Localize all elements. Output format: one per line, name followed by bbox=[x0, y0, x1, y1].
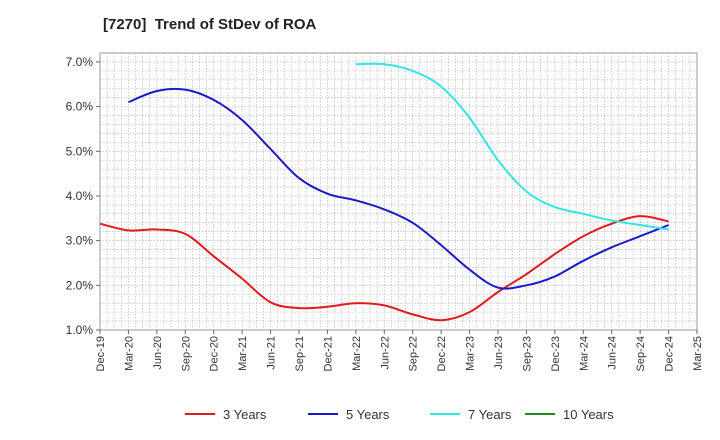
x-tick-label: Sep-23 bbox=[521, 336, 533, 371]
x-tick-label: Jun-22 bbox=[379, 336, 391, 370]
y-tick-label: 1.0% bbox=[66, 323, 94, 337]
legend-label: 7 Years bbox=[468, 407, 512, 422]
y-tick-label: 6.0% bbox=[66, 100, 94, 114]
x-tick-label: Mar-20 bbox=[123, 336, 135, 371]
x-tick-label: Sep-20 bbox=[180, 336, 192, 371]
x-tick-label: Mar-22 bbox=[351, 336, 363, 371]
x-tick-label: Mar-21 bbox=[237, 336, 249, 371]
x-tick-label: Dec-22 bbox=[436, 336, 448, 371]
x-tick-label: Dec-19 bbox=[95, 336, 107, 371]
legend-label: 3 Years bbox=[223, 407, 267, 422]
x-tick-label: Jun-24 bbox=[607, 336, 619, 370]
x-tick-label: Dec-23 bbox=[550, 336, 562, 371]
x-tick-label: Jun-23 bbox=[493, 336, 505, 370]
x-tick-label: Sep-22 bbox=[408, 336, 420, 371]
series-line-7-years bbox=[355, 62, 669, 231]
series-line-3-years bbox=[99, 215, 669, 322]
chart-title: [7270] Trend of StDev of ROA bbox=[103, 16, 317, 33]
series-line-5-years bbox=[128, 87, 669, 290]
y-tick-label: 7.0% bbox=[66, 55, 94, 69]
x-tick-label: Mar-24 bbox=[578, 336, 590, 371]
x-tick-label: Mar-25 bbox=[692, 336, 704, 371]
x-tick-label: Sep-24 bbox=[635, 336, 647, 371]
x-tick-label: Jun-21 bbox=[266, 336, 278, 370]
x-tick-label: Dec-24 bbox=[664, 336, 676, 371]
x-tick-label: Dec-21 bbox=[322, 336, 334, 371]
x-tick-label: Sep-21 bbox=[294, 336, 306, 371]
x-tick-label: Dec-20 bbox=[209, 336, 221, 371]
y-tick-label: 3.0% bbox=[66, 234, 94, 248]
y-tick-label: 5.0% bbox=[66, 144, 94, 158]
y-tick-label: 2.0% bbox=[66, 278, 94, 292]
y-tick-label: 4.0% bbox=[66, 189, 94, 203]
x-tick-label: Mar-23 bbox=[465, 336, 477, 371]
legend-label: 10 Years bbox=[563, 407, 614, 422]
legend-label: 5 Years bbox=[346, 407, 390, 422]
x-tick-label: Jun-20 bbox=[152, 336, 164, 370]
